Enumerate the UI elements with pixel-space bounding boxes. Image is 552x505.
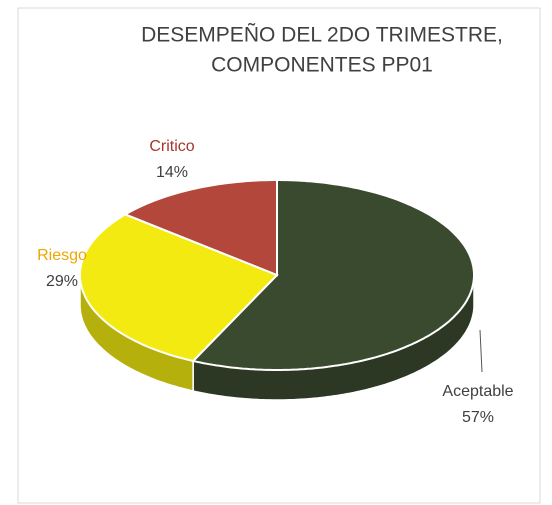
value-label: 14% (156, 164, 188, 181)
category-label: Riesgo (37, 247, 87, 264)
pie-slice (191, 179, 475, 371)
pie-slice (79, 213, 279, 363)
chart-title: DESEMPEÑO DEL 2DO TRIMESTRE, (141, 23, 503, 47)
category-label: Aceptable (442, 383, 513, 400)
pie-slice (122, 179, 278, 277)
category-label: Critico (149, 138, 194, 155)
value-label: 29% (46, 273, 78, 290)
pie (79, 179, 475, 401)
leader-line (479, 329, 483, 373)
chart-title: COMPONENTES PP01 (211, 54, 433, 77)
value-label: 57% (462, 409, 494, 426)
